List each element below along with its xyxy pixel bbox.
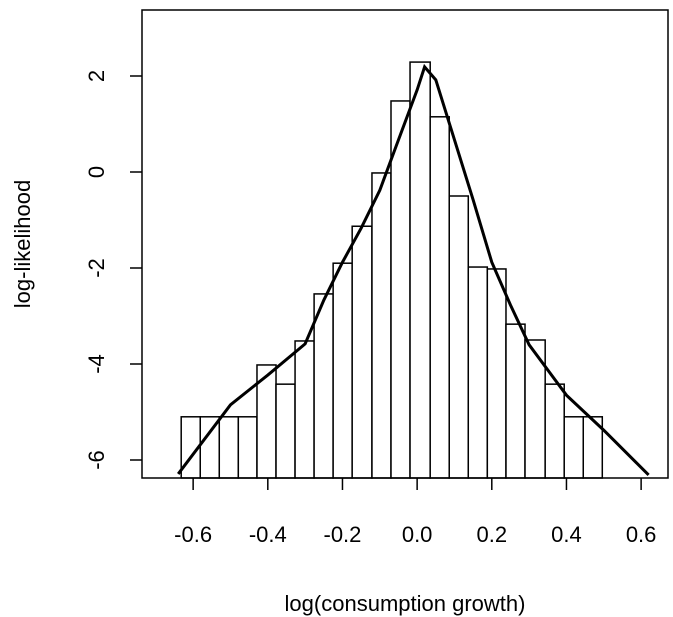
bar [544,383,565,479]
bar [448,195,470,479]
y-tick-label: 0 [84,166,109,178]
x-tick-label: -0.6 [174,522,212,547]
density-curve [177,63,650,476]
y-tick-label: -6 [84,450,109,470]
bar [313,293,334,479]
bar [371,172,392,479]
x-tick-label: 0.6 [626,522,657,547]
bar [199,416,221,479]
bar [563,416,585,479]
x-tick-label: -0.2 [324,522,362,547]
bar [467,266,489,479]
bar [486,268,507,479]
bar [332,262,353,479]
plot-frame [141,9,669,479]
y-tick-label: -4 [84,354,109,374]
bar [218,416,240,479]
bar [275,383,296,479]
bar [294,340,315,479]
x-tick-label: -0.4 [249,522,287,547]
x-tick-label: 0.2 [476,522,507,547]
bar [390,100,411,479]
bar [409,61,431,479]
bar [505,323,526,479]
y-tick-label: -2 [84,258,109,278]
x-tick-label: 0.4 [551,522,582,547]
bar [429,116,450,479]
bar [351,225,373,479]
x-tick-label: 0.0 [402,522,433,547]
y-axis-label: log-likelihood [10,180,35,308]
x-axis-label: log(consumption growth) [285,591,526,616]
y-tick-label: 2 [84,70,109,82]
bar [237,416,258,479]
